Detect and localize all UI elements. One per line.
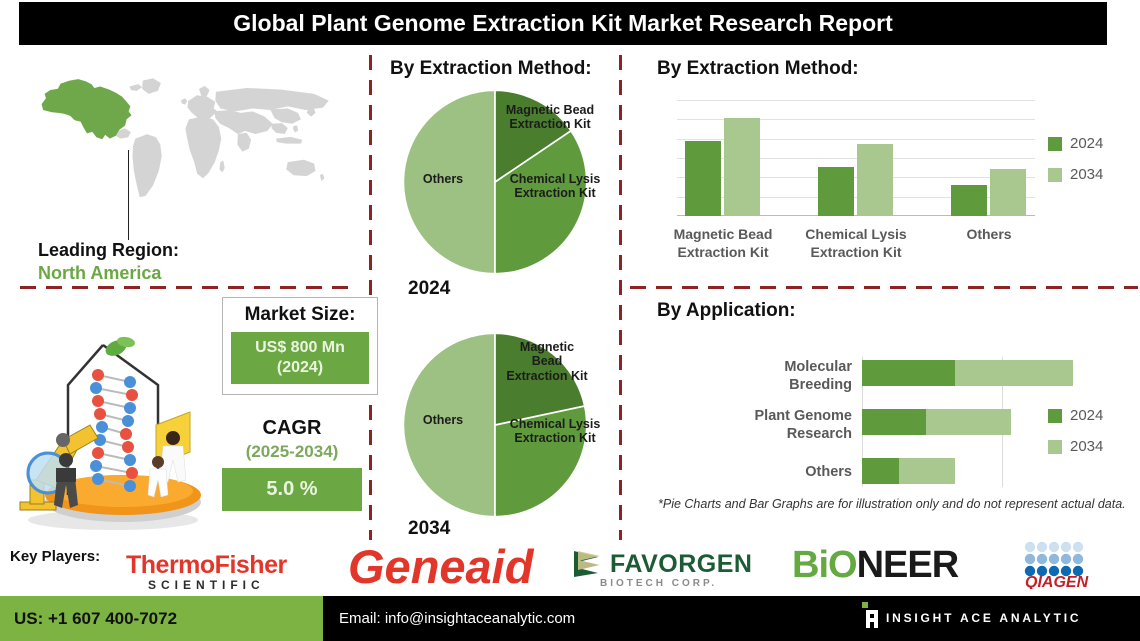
svg-text:QIAGEN: QIAGEN <box>1025 574 1089 589</box>
svg-text:INSIGHT ACE ANALYTIC: INSIGHT ACE ANALYTIC <box>886 611 1081 625</box>
